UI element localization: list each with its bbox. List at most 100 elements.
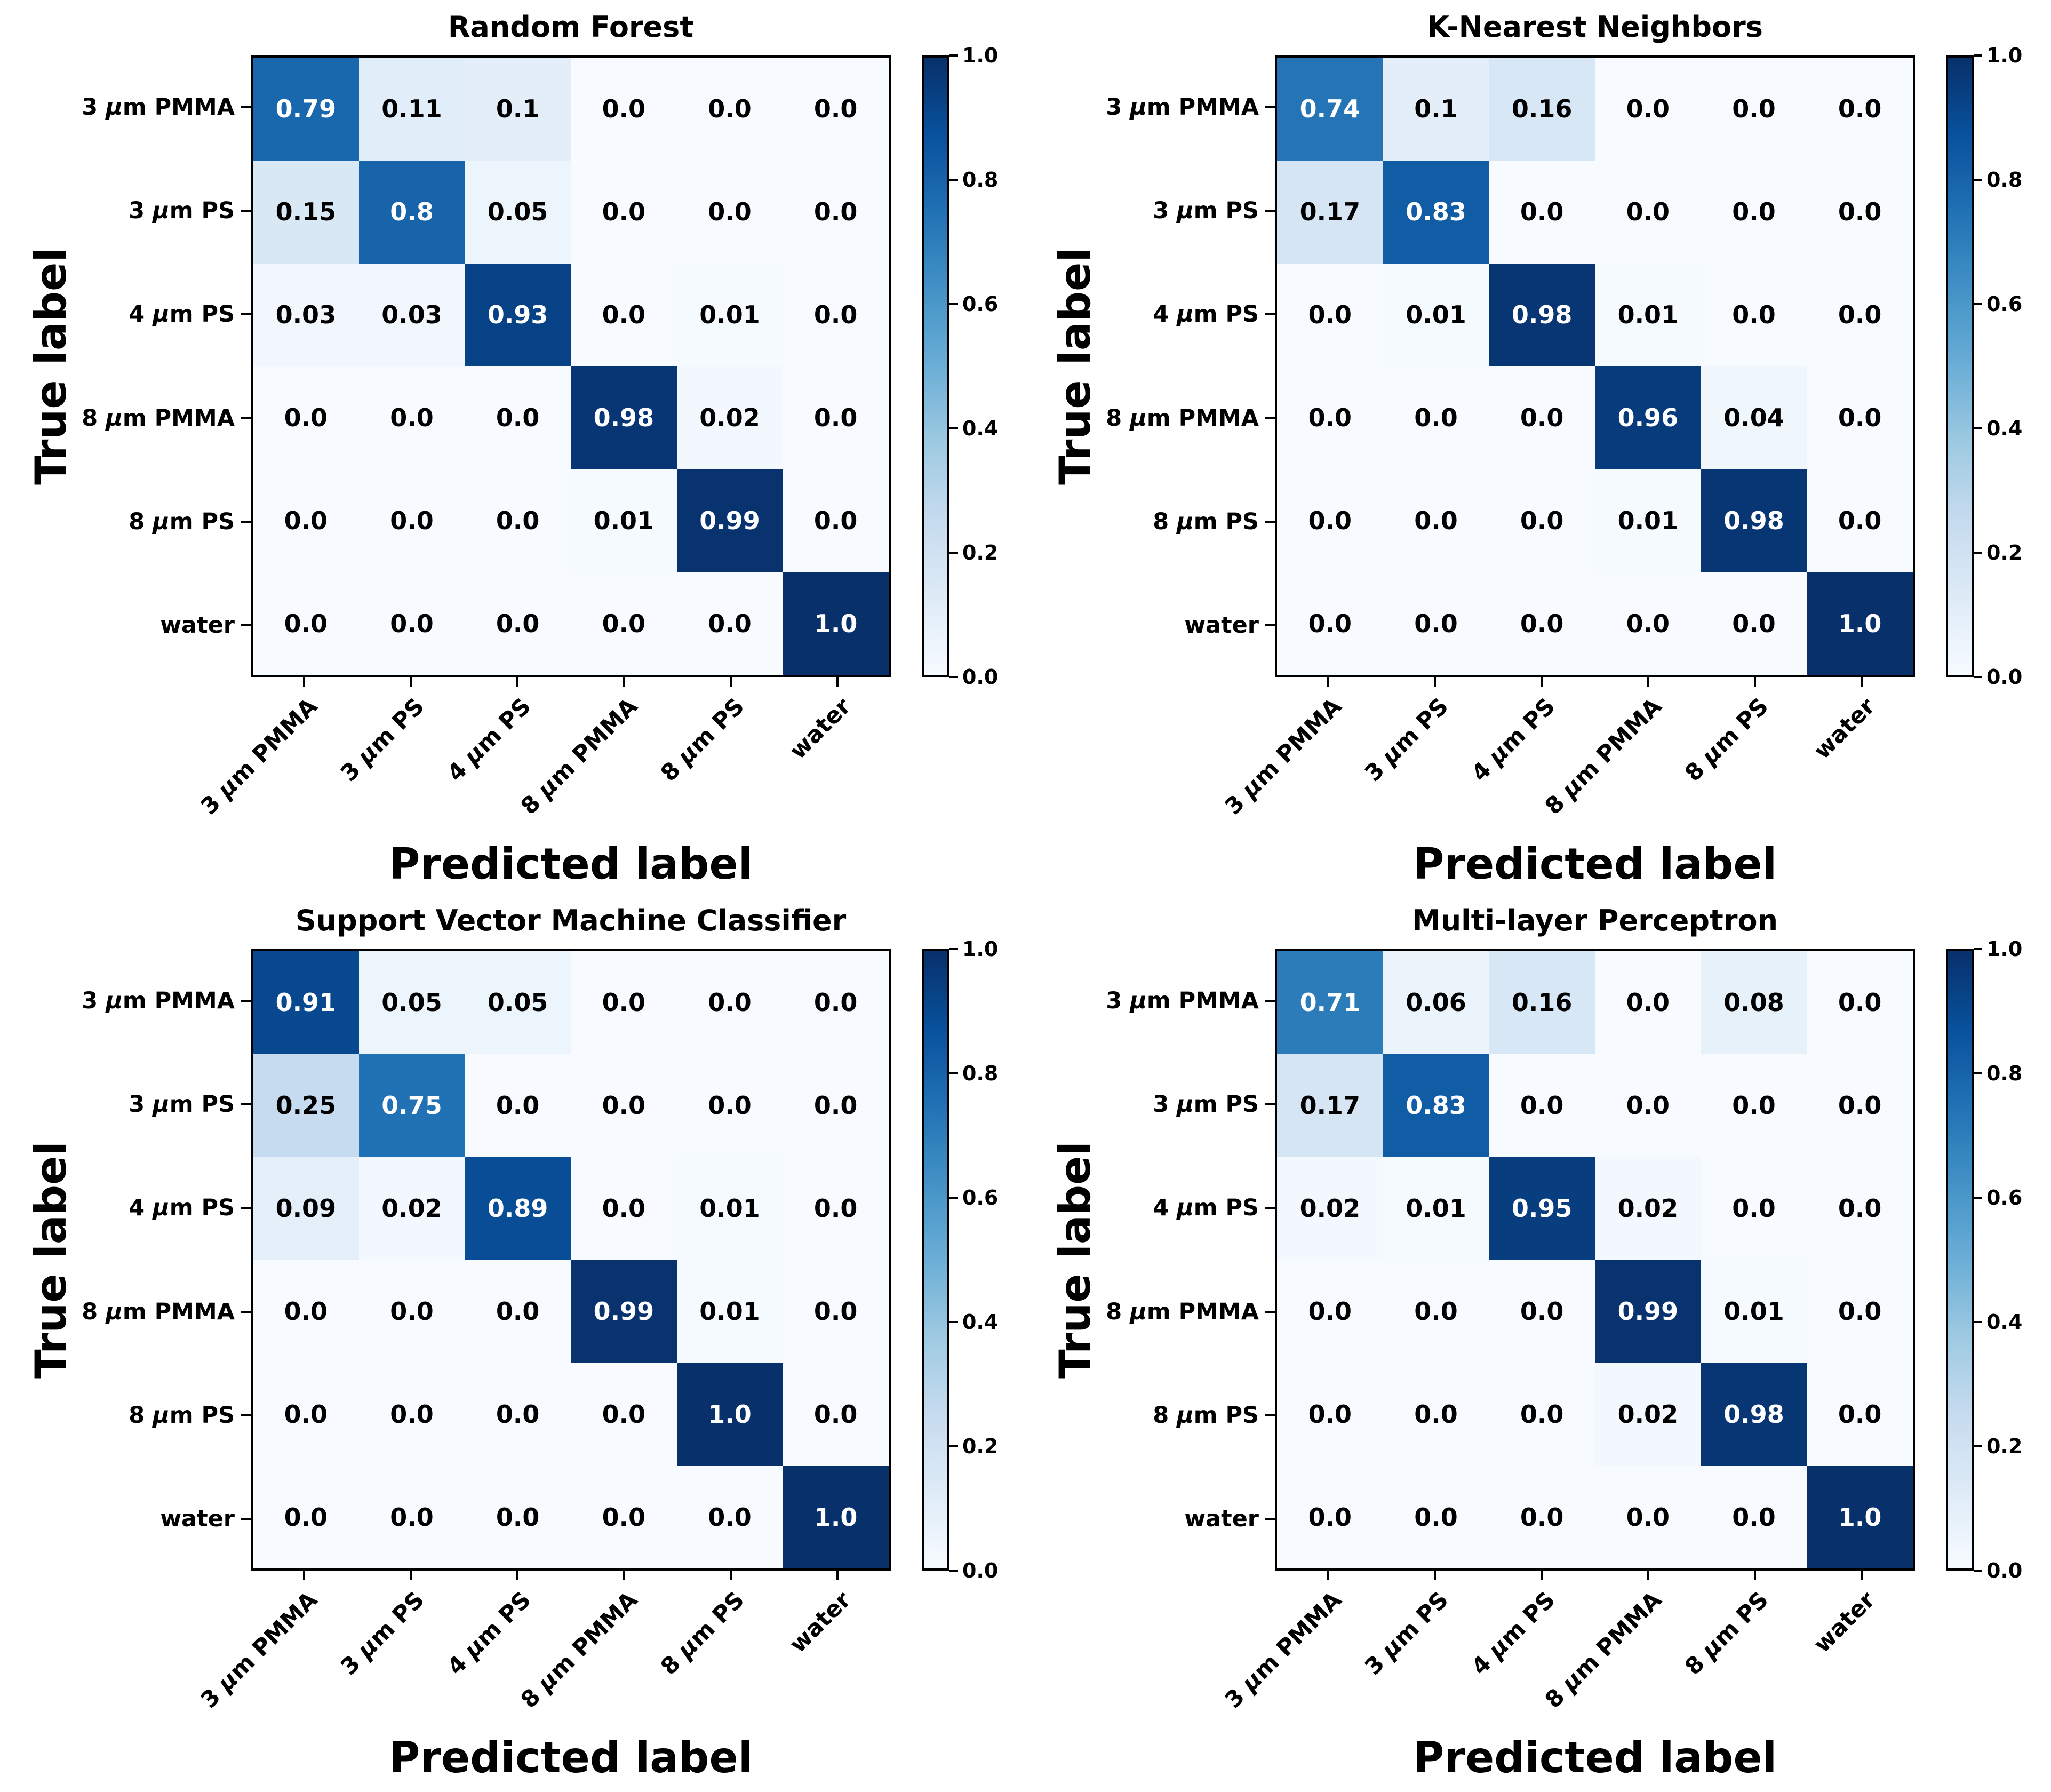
y-tick-label: 8 μm PS — [129, 508, 235, 535]
matrix-cell: 0.25 — [253, 1054, 359, 1157]
colorbar-tick-mark — [949, 1445, 958, 1447]
y-tick-mark — [241, 1207, 251, 1209]
y-tick-mark — [241, 1414, 251, 1416]
matrix-cell: 0.91 — [253, 951, 359, 1054]
matrix-cell: 0.0 — [1807, 1260, 1913, 1363]
matrix-cell: 0.98 — [571, 366, 677, 469]
matrix-cell: 0.0 — [465, 572, 571, 675]
matrix-cell: 1.0 — [783, 572, 889, 675]
matrix-cell: 0.1 — [1383, 58, 1489, 161]
matrix-cell: 0.0 — [1383, 469, 1489, 572]
matrix-cell: 0.08 — [1701, 951, 1807, 1054]
x-tick-mark — [623, 677, 625, 687]
y-tick-label: 4 μm PS — [129, 301, 235, 328]
x-tick-label: 8 μm PS — [1680, 1587, 1774, 1681]
y-tick-label: 4 μm PS — [129, 1194, 235, 1222]
x-axis-label-text: Predicted label — [388, 839, 753, 889]
matrix-cell: 0.75 — [358, 1054, 465, 1157]
matrix-cell: 0.01 — [1595, 263, 1701, 367]
matrix-cell: 0.0 — [1383, 1260, 1489, 1363]
y-tick-labels: 3 μm PMMA 3 μm PS 4 μm PS 8 μm PMMA 8 μm PS w… — [80, 55, 251, 677]
matrix-cell: 0.0 — [571, 1466, 677, 1568]
panel-title: Random Forest — [448, 10, 694, 44]
x-tick-label: water — [1809, 1587, 1881, 1659]
confusion-matrix-grid: 0.74 0.1 0.16 0.0 0.0 0.0 0.17 0.83 0.0 0.0 0.0 0.0… — [1275, 55, 1915, 677]
matrix-cell: 0.0 — [676, 1466, 783, 1568]
matrix-cell: 0.0 — [1807, 1157, 1913, 1260]
colorbar-tick-mark — [1974, 1072, 1982, 1074]
matrix-cell: 0.0 — [783, 1363, 889, 1466]
panel-multi-layer-perceptron: Multi-layer Perceptron True label 3 μm PMM… — [1046, 904, 2030, 1784]
x-axis-label: Predicted label — [251, 837, 891, 890]
matrix-cell: 0.02 — [1595, 1157, 1701, 1260]
matrix-cell: 0.0 — [253, 366, 359, 469]
y-tick-mark — [241, 1310, 251, 1313]
x-tick-mark — [1327, 1571, 1329, 1580]
colorbar-tick-mark — [1974, 1321, 1982, 1323]
matrix-cell: 0.0 — [465, 1466, 571, 1568]
mu-symbol: μ — [1130, 94, 1147, 121]
colorbar-tick-mark — [1974, 1197, 1982, 1199]
matrix-cell: 1.0 — [1807, 1466, 1913, 1568]
matrix-cell: 0.0 — [571, 263, 677, 367]
matrix-cell: 0.89 — [465, 1157, 571, 1260]
matrix-cell: 0.0 — [253, 1466, 359, 1568]
panel-title: Support Vector Machine Classifier — [295, 904, 847, 937]
y-tick-mark — [1265, 1414, 1275, 1416]
matrix-cell: 0.0 — [1595, 951, 1701, 1054]
x-axis-label-text: Predicted label — [1412, 1732, 1777, 1782]
x-tick-label: 3 μm PMMA — [1220, 693, 1347, 821]
matrix-cell: 0.0 — [1701, 58, 1807, 161]
y-tick-mark — [241, 417, 251, 419]
matrix-cell: 0.01 — [571, 469, 677, 572]
mu-symbol: μ — [1177, 1194, 1194, 1222]
matrix-cell: 0.15 — [253, 160, 359, 264]
x-tick-labels: 3 μm PMMA 3 μm PS 4 μm PS 8 μm PMMA 8 μm PS w… — [1220, 677, 1915, 837]
matrix-cell: 0.74 — [1277, 58, 1383, 161]
matrix-cell: 0.01 — [676, 1157, 783, 1260]
matrix-cell: 0.0 — [571, 572, 677, 675]
y-tick-mark — [241, 313, 251, 316]
matrix-cell: 0.0 — [1807, 366, 1913, 469]
y-tick-label: 3 μm PS — [1153, 197, 1259, 225]
x-tick-label: 3 μm PS — [1360, 1587, 1454, 1681]
x-tick-labels: 3 μm PMMA 3 μm PS 4 μm PS 8 μm PMMA 8 μm PS w… — [1220, 1571, 1915, 1731]
x-tick-mark — [1647, 677, 1649, 687]
x-axis-label: Predicted label — [1275, 1731, 1915, 1784]
x-tick-label: 3 μm PMMA — [196, 693, 323, 821]
mu-symbol: μ — [153, 301, 170, 328]
y-tick-mark — [241, 1517, 251, 1520]
colorbar-tick-mark — [1974, 303, 1982, 305]
x-tick-mark — [1327, 677, 1329, 687]
colorbar-tick-label: 0.2 — [1986, 541, 2023, 564]
y-tick-mark — [241, 1000, 251, 1002]
x-tick-mark — [516, 677, 518, 687]
colorbar-tick-label: 0.0 — [962, 1559, 999, 1582]
y-tick-mark — [241, 520, 251, 523]
matrix-cell: 0.0 — [1277, 572, 1383, 675]
matrix-cell: 0.01 — [1383, 263, 1489, 367]
panel-random-forest: Random Forest True label 3 μm PMMA 3 μm PS 4… — [21, 10, 1005, 890]
matrix-cell: 0.0 — [783, 1054, 889, 1157]
mu-symbol: μ — [153, 1194, 170, 1222]
colorbar-tick-label: 0.8 — [1986, 168, 2023, 192]
matrix-cell: 0.95 — [1489, 1157, 1595, 1260]
x-tick-mark — [836, 677, 839, 687]
matrix-cell: 0.02 — [358, 1157, 465, 1260]
x-tick-label: 3 μm PS — [336, 693, 430, 787]
colorbar-tick-label: 0.6 — [962, 292, 999, 316]
matrix-cell: 0.02 — [1595, 1363, 1701, 1466]
matrix-cell: 0.0 — [1807, 160, 1913, 264]
mu-symbol: μ — [153, 1091, 170, 1118]
matrix-cell: 0.0 — [1595, 572, 1701, 675]
colorbar-tick-mark — [949, 1072, 958, 1074]
y-tick-mark — [1265, 210, 1275, 212]
colorbar-tick-mark — [949, 54, 958, 57]
mu-symbol: μ — [1177, 1401, 1194, 1429]
colorbar-tick-label: 0.2 — [962, 1435, 999, 1458]
x-tick-mark — [730, 677, 732, 687]
matrix-cell: 0.93 — [465, 263, 571, 367]
y-axis-label-text: True label — [1050, 248, 1100, 485]
matrix-cell: 0.0 — [1489, 469, 1595, 572]
x-tick-label: 3 μm PS — [336, 1587, 430, 1681]
